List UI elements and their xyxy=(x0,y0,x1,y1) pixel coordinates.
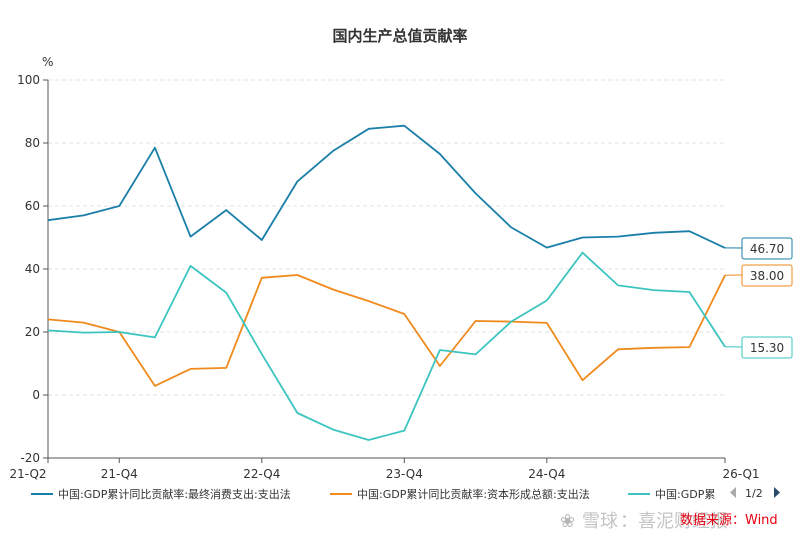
x-tick-label: 26-Q1 xyxy=(722,467,759,481)
y-tick-label: 40 xyxy=(25,262,40,276)
y-tick-label: 80 xyxy=(25,136,40,150)
watermark-site: 雪球 xyxy=(582,511,618,532)
watermark-author: ：喜泥财经报 xyxy=(620,511,728,532)
chart-title: 国内生产总值贡献率 xyxy=(332,27,467,45)
x-tick-label: 21-Q4 xyxy=(101,467,138,481)
series-line-2 xyxy=(47,274,726,387)
y-tick-label: -20 xyxy=(20,451,40,465)
y-tick-label: 20 xyxy=(25,325,40,339)
legend-item-1: 中国:GDP累计同比贡献率:最终消费支出:支出法 xyxy=(58,487,291,501)
y-tick-label: 60 xyxy=(25,199,40,213)
plot-area xyxy=(47,124,726,441)
y-axis: -20 0 20 40 60 80 100 xyxy=(17,73,49,465)
legend-page-indicator: 1/2 xyxy=(745,487,763,500)
callout-box xyxy=(741,336,793,359)
x-tick-label: 24-Q4 xyxy=(528,467,565,481)
gridlines xyxy=(48,79,725,396)
legend-item-3: 中国:GDP累 xyxy=(655,488,715,501)
legend: 中国:GDP累计同比贡献率:最终消费支出:支出法 中国:GDP累计同比贡献率:资本… xyxy=(31,487,715,501)
legend-pager[interactable]: 1/2 xyxy=(730,487,780,500)
series-line-1 xyxy=(47,124,726,249)
callout-value-1: 46.70 xyxy=(750,242,784,256)
watermark: ❀ 雪球 ：喜泥财经报 数据来源：Wind xyxy=(560,511,778,532)
x-tick-label: 22-Q4 xyxy=(243,467,280,481)
data-source: 数据来源：Wind xyxy=(680,513,778,528)
end-value-callouts: 46.70 38.00 15.30 xyxy=(724,237,793,359)
callout-box xyxy=(741,264,793,287)
x-tick-label: 21-Q2 xyxy=(9,467,46,481)
x-tick-label: 23-Q4 xyxy=(386,467,423,481)
y-tick-label: 0 xyxy=(32,388,40,402)
legend-prev-icon[interactable] xyxy=(730,487,736,498)
watermark-logo: ❀ xyxy=(560,511,575,532)
x-axis: 21-Q2 21-Q4 22-Q4 23-Q4 24-Q4 26-Q1 xyxy=(9,457,760,481)
callout-box xyxy=(741,237,793,260)
y-tick-label: 100 xyxy=(17,73,40,87)
callout-value-2: 38.00 xyxy=(750,269,784,283)
y-unit-label: % xyxy=(42,55,53,69)
legend-item-2: 中国:GDP累计同比贡献率:资本形成总额:支出法 xyxy=(357,487,590,501)
legend-next-icon[interactable] xyxy=(774,487,780,498)
callout-value-3: 15.30 xyxy=(750,341,784,355)
series-line-3 xyxy=(47,251,726,441)
